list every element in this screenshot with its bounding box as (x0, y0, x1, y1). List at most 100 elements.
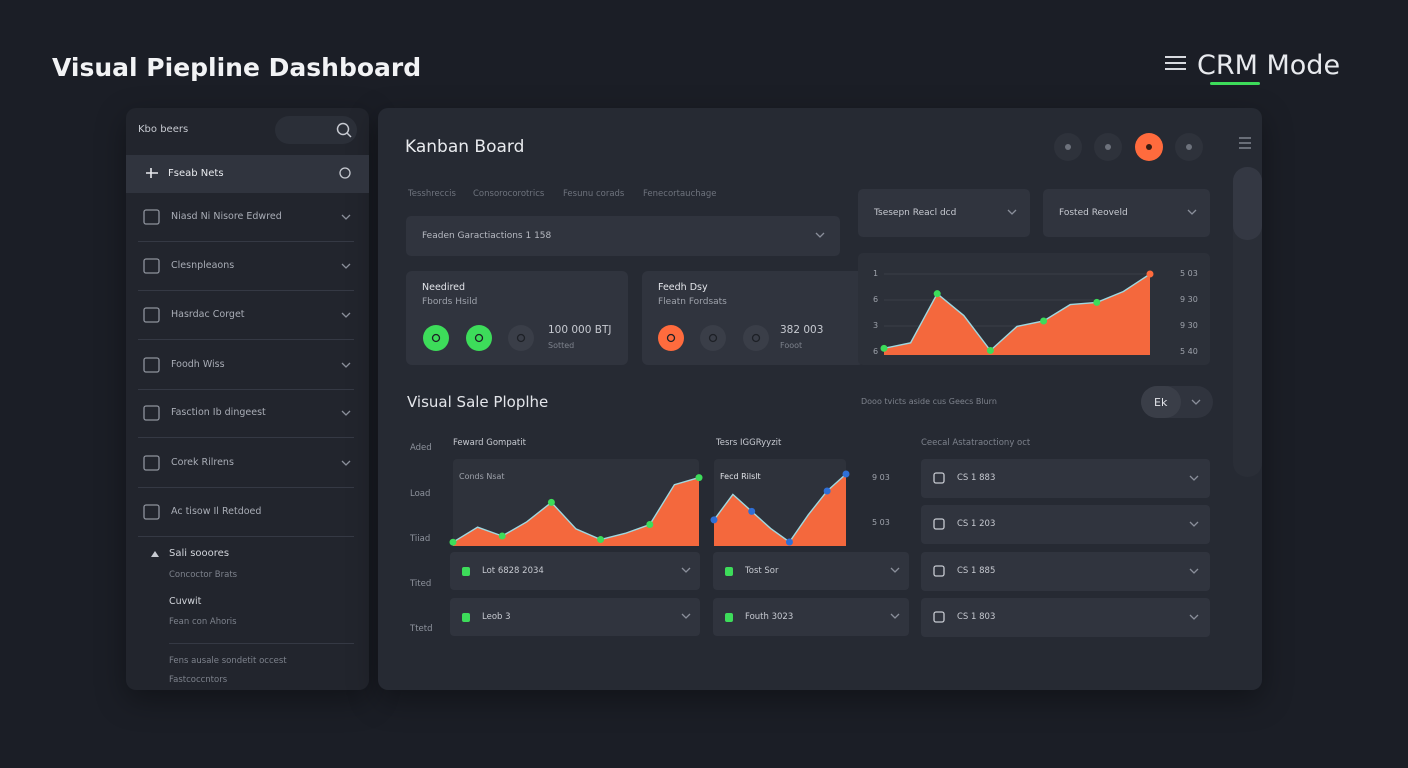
sidebar-item[interactable]: Niasd Ni Nisore Edwred (171, 211, 282, 223)
status-dot (466, 325, 492, 351)
search-box[interactable] (275, 116, 357, 144)
sidebar (126, 108, 369, 690)
data-point (1040, 317, 1048, 325)
data-point (986, 347, 994, 354)
data-point (547, 498, 555, 506)
chevron (681, 613, 691, 619)
row-label: Tited (410, 578, 432, 589)
axis-label: 1 (873, 269, 879, 278)
row-text: CS 1 203 (957, 518, 996, 529)
select[interactable] (858, 189, 1030, 237)
data-point (823, 487, 831, 495)
row-text: CS 1 883 (957, 472, 996, 483)
data-point (449, 538, 457, 546)
section-item[interactable]: Fean con Ahoris (169, 616, 237, 627)
scroll-thumb[interactable] (1233, 167, 1262, 240)
status-dot (700, 325, 726, 351)
row-icon (933, 472, 945, 484)
axis-label: 5 03 (1180, 269, 1198, 278)
pipeline-title: Visual Sale Ploplhe (407, 392, 549, 411)
pipeline-row[interactable] (921, 552, 1210, 591)
chevron (341, 410, 351, 416)
select[interactable] (1043, 189, 1210, 237)
pipeline-row[interactable] (450, 552, 700, 590)
card-note: Sotted (548, 341, 575, 350)
data-point (498, 532, 506, 540)
section-item[interactable]: Concoctor Brats (169, 569, 238, 580)
pipeline-row[interactable] (713, 552, 909, 590)
sidebar-item[interactable]: Hasrdac Corget (171, 309, 245, 321)
separator (138, 241, 354, 242)
card-title: Needired (422, 282, 466, 294)
card-title: Feedh Dsy (658, 282, 708, 294)
pipeline-caption: Dooo tvicts aside cus Geecs Blurn (861, 397, 997, 406)
back-icon (146, 168, 158, 178)
icon-glyph (1105, 144, 1111, 150)
row-text: CS 1 803 (957, 611, 996, 622)
row-text: Leob 3 (482, 611, 511, 622)
footer-item: Fens ausale sondetit occest (169, 655, 287, 666)
trend-line (713, 473, 847, 543)
status-glyph (666, 333, 676, 343)
separator (138, 437, 354, 438)
chevron (681, 567, 691, 573)
data-point (748, 507, 756, 515)
toggle-label[interactable]: Ek (1154, 395, 1168, 409)
card-value: 100 000 BTJ (548, 323, 612, 336)
data-point (597, 536, 605, 544)
mode-label[interactable]: CRM Mode (1197, 49, 1341, 81)
pipeline-row[interactable] (921, 598, 1210, 637)
sidebar-item[interactable]: Foodh Wiss (171, 359, 225, 371)
row-text: CS 1 885 (957, 565, 996, 576)
chevron (1189, 614, 1199, 620)
area-fill (453, 477, 699, 546)
sidebar-item[interactable]: Corek Rilrens (171, 457, 234, 469)
row-icon (462, 567, 470, 576)
row-text: Fouth 3023 (745, 611, 794, 622)
chevron (1187, 209, 1197, 215)
row-icon (933, 611, 945, 623)
row-icon (725, 567, 733, 576)
card-value: 382 003 (780, 323, 824, 336)
data-point (933, 290, 941, 298)
pipeline-row[interactable] (713, 598, 909, 636)
axis-label: 9 03 (872, 473, 890, 482)
item-icon (143, 357, 160, 373)
tab[interactable]: Fesunu corads (563, 188, 625, 199)
tab[interactable]: Tesshreccis (408, 188, 456, 199)
card-note: Fooot (780, 341, 803, 350)
filter-label: Feaden Garactiactions 1 158 (422, 230, 552, 241)
item-icon (143, 504, 160, 520)
sidebar-heading: Kbo beers (138, 124, 189, 135)
status-glyph (708, 333, 718, 343)
row-text: Lot 6828 2034 (482, 565, 544, 576)
pipeline-row[interactable] (921, 505, 1210, 544)
select-label: Fosted Reoveld (1059, 207, 1128, 218)
separator (138, 389, 354, 390)
sidebar-item[interactable]: Fasction Ib dingeest (171, 407, 266, 419)
active-item-label: Fseab Nets (168, 168, 224, 179)
section-item[interactable]: Cuvwit (169, 596, 202, 608)
caret (151, 551, 159, 557)
column-title: Ceecal Astatraoctiony oct (921, 437, 1031, 448)
axis-label: 3 (873, 321, 879, 330)
pipeline-row[interactable] (921, 459, 1210, 498)
pipeline-row[interactable] (450, 598, 700, 636)
icon-glyph (1065, 144, 1071, 150)
settings-icon (339, 167, 351, 179)
status-dot (658, 325, 684, 351)
active-item[interactable] (126, 155, 369, 193)
select-label: Tsesepn Reacl dcd (874, 207, 957, 218)
filter-dropdown[interactable] (406, 216, 840, 256)
tab[interactable]: Consorocorotrics (473, 188, 545, 199)
sidebar-item[interactable]: Ac tisow Il Retdoed (171, 506, 262, 518)
tab[interactable]: Fenecortauchage (643, 188, 717, 199)
footer-item: Fastcoccntors (169, 674, 228, 685)
sidebar-item[interactable]: Clesnpleaons (171, 260, 235, 272)
status-glyph (751, 333, 761, 343)
separator (169, 643, 354, 644)
status-glyph (431, 333, 441, 343)
column-title: Feward Gompatit (453, 437, 526, 448)
